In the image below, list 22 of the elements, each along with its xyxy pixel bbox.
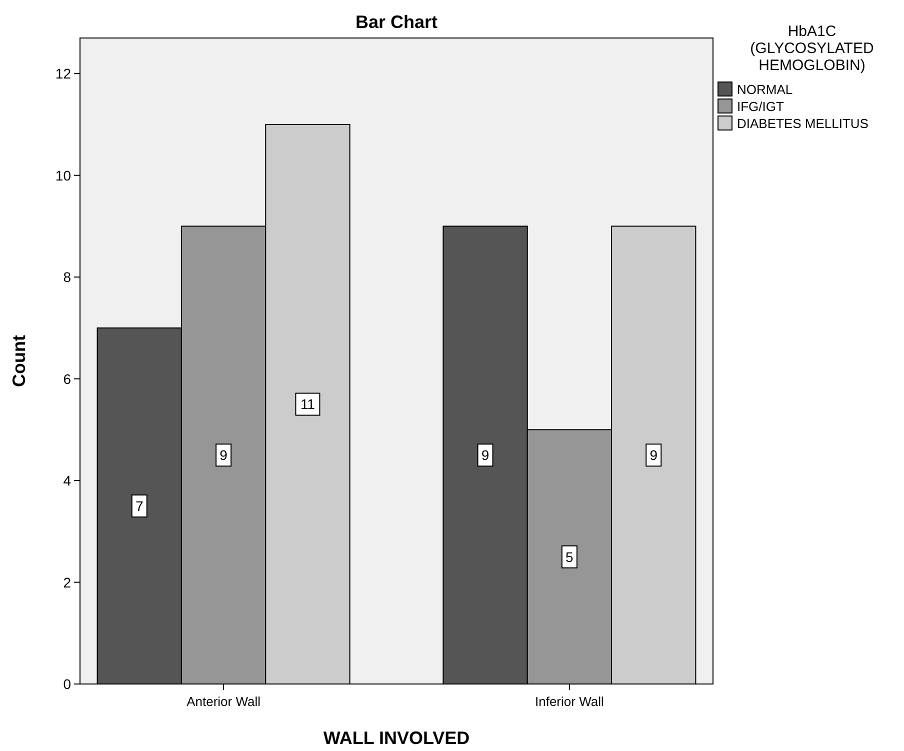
y-axis-title: Count: [9, 335, 29, 387]
legend-label: NORMAL: [737, 82, 793, 97]
y-tick-label: 6: [63, 370, 72, 387]
data-label: 9: [650, 447, 658, 464]
legend-label: IFG/IGT: [737, 99, 784, 114]
data-label: 9: [481, 447, 490, 464]
data-label: 9: [220, 447, 228, 464]
x-tick-label: Anterior Wall: [186, 694, 261, 709]
x-axis-title: WALL INVOLVED: [323, 728, 470, 748]
y-tick-label: 8: [63, 269, 72, 286]
legend-label: DIABETES MELLITUS: [737, 116, 869, 131]
data-label: 5: [566, 548, 574, 565]
y-tick-label: 10: [55, 167, 72, 184]
y-tick-label: 12: [55, 66, 72, 82]
x-tick-label: Inferior Wall: [535, 694, 604, 709]
data-label: 7: [135, 498, 144, 514]
legend-title: HbA1C (GLYCOSYLATED HEMOGLOBIN): [750, 23, 874, 74]
data-label: 11: [300, 396, 316, 412]
y-tick-label: 4: [63, 472, 72, 489]
chart-title: Bar Chart: [355, 12, 438, 32]
y-tick-label: 0: [63, 676, 72, 692]
y-tick-label: 2: [63, 574, 72, 590]
